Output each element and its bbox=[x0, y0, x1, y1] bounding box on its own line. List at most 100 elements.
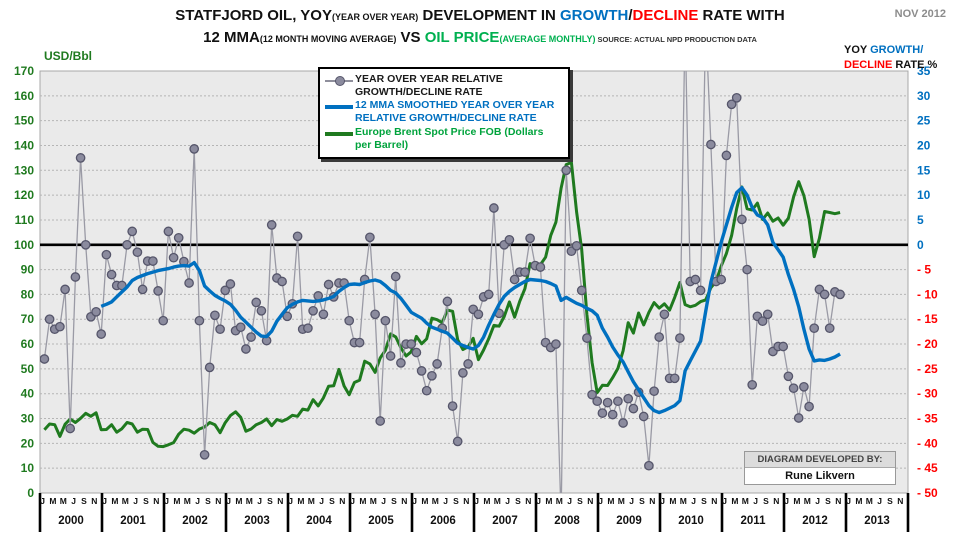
svg-text:2002: 2002 bbox=[182, 515, 208, 527]
svg-text:140: 140 bbox=[14, 138, 34, 152]
green-line-icon bbox=[325, 128, 355, 140]
svg-text:N: N bbox=[401, 496, 407, 506]
series-12mma bbox=[100, 185, 841, 415]
title-part: STATFJORD OIL, YOY bbox=[175, 7, 332, 24]
title-slash: / bbox=[628, 7, 633, 24]
right-axis-ticks: 35 30 25 20 15 10 5 0 - 5 - 10 - 15 - 20 - 25 - 30 - 3… bbox=[917, 64, 938, 500]
svg-text:J: J bbox=[660, 496, 665, 506]
svg-text:2007: 2007 bbox=[492, 515, 518, 527]
legend-label: Europe Brent Spot Price FOB (Dollars per… bbox=[355, 126, 543, 152]
svg-text:N: N bbox=[587, 496, 593, 506]
svg-text:110: 110 bbox=[15, 213, 35, 227]
svg-text:J: J bbox=[784, 496, 789, 506]
svg-text:J: J bbox=[629, 496, 634, 506]
svg-text:170: 170 bbox=[14, 64, 34, 78]
svg-text:2005: 2005 bbox=[368, 515, 394, 527]
svg-text:5: 5 bbox=[917, 213, 924, 227]
svg-text:2011: 2011 bbox=[741, 515, 767, 527]
svg-text:J: J bbox=[474, 496, 479, 506]
date-note: NOV 2012 bbox=[894, 8, 946, 20]
gray-dot-line-icon bbox=[325, 75, 355, 87]
svg-text:M: M bbox=[742, 496, 749, 506]
left-axis-title: USD/Bbl bbox=[44, 49, 92, 63]
svg-text:N: N bbox=[153, 496, 159, 506]
svg-text:M: M bbox=[308, 496, 315, 506]
svg-text:M: M bbox=[246, 496, 253, 506]
svg-text:- 50: - 50 bbox=[917, 486, 938, 500]
svg-text:40: 40 bbox=[21, 387, 35, 401]
title-part: 12 MMA bbox=[203, 29, 260, 47]
svg-text:2006: 2006 bbox=[430, 515, 456, 527]
svg-text:2013: 2013 bbox=[864, 515, 890, 527]
svg-text:M: M bbox=[731, 496, 738, 506]
legend-label-line1: Europe Brent Spot Price FOB (Dollars bbox=[355, 125, 544, 138]
svg-text:120: 120 bbox=[14, 188, 34, 202]
svg-text:J: J bbox=[257, 496, 262, 506]
svg-text:J: J bbox=[536, 496, 541, 506]
svg-text:2004: 2004 bbox=[306, 515, 332, 527]
legend-label-line1: 12 MMA SMOOTHED YEAR OVER YEAR bbox=[355, 99, 555, 112]
svg-text:- 25: - 25 bbox=[917, 362, 938, 376]
svg-text:S: S bbox=[391, 496, 397, 506]
svg-text:J: J bbox=[71, 496, 76, 506]
svg-text:J: J bbox=[567, 496, 572, 506]
svg-text:M: M bbox=[618, 496, 625, 506]
svg-text:30: 30 bbox=[917, 89, 931, 103]
blue-line-icon bbox=[325, 101, 355, 113]
svg-text:M: M bbox=[669, 496, 676, 506]
credit-name: Rune Likvern bbox=[745, 468, 895, 484]
svg-text:2009: 2009 bbox=[616, 515, 642, 527]
svg-text:N: N bbox=[773, 496, 779, 506]
svg-text:S: S bbox=[143, 496, 149, 506]
svg-text:N: N bbox=[897, 496, 903, 506]
title-line-2: 12 MMA(12 MONTH MOVING AVERAGE) VS OIL P… bbox=[118, 27, 842, 49]
chart-legend: YEAR OVER YEAR RELATIVE GROWTH/DECLINE R… bbox=[318, 67, 570, 159]
svg-text:S: S bbox=[639, 496, 645, 506]
right-axis-label-growth: GROWTH/ bbox=[870, 44, 924, 56]
svg-text:130: 130 bbox=[14, 163, 34, 177]
svg-text:S: S bbox=[825, 496, 831, 506]
svg-text:M: M bbox=[680, 496, 687, 506]
svg-text:S: S bbox=[81, 496, 87, 506]
svg-text:J: J bbox=[102, 496, 107, 506]
legend-label-line2: GROWTH/DECLINE RATE bbox=[355, 86, 483, 99]
svg-text:20: 20 bbox=[917, 138, 931, 152]
svg-text:2010: 2010 bbox=[678, 515, 704, 527]
svg-text:M: M bbox=[49, 496, 56, 506]
svg-text:N: N bbox=[91, 496, 97, 506]
left-axis-ticks: 0 10 20 30 40 50 60 70 80 90 100 110 120 130 140 150 160… bbox=[14, 64, 34, 500]
svg-text:- 40: - 40 bbox=[917, 436, 938, 450]
svg-text:M: M bbox=[545, 496, 552, 506]
svg-text:S: S bbox=[515, 496, 521, 506]
svg-text:J: J bbox=[226, 496, 231, 506]
svg-text:2012: 2012 bbox=[802, 515, 828, 527]
svg-text:0: 0 bbox=[917, 238, 924, 252]
svg-text:M: M bbox=[483, 496, 490, 506]
svg-text:S: S bbox=[329, 496, 335, 506]
title-growth-word: GROWTH bbox=[560, 7, 629, 24]
legend-label-line2: RELATIVE GROWTH/DECLINE RATE bbox=[355, 112, 537, 125]
legend-item-yoy: YEAR OVER YEAR RELATIVE GROWTH/DECLINE R… bbox=[325, 73, 563, 99]
svg-text:S: S bbox=[701, 496, 707, 506]
svg-text:M: M bbox=[122, 496, 129, 506]
svg-text:80: 80 bbox=[21, 287, 35, 301]
svg-text:M: M bbox=[370, 496, 377, 506]
title-line-1: STATFJORD OIL, YOY(YEAR OVER YEAR) DEVEL… bbox=[118, 5, 842, 27]
svg-text:J: J bbox=[505, 496, 510, 506]
title-oil-price-word: OIL PRICE bbox=[424, 29, 500, 47]
svg-text:N: N bbox=[339, 496, 345, 506]
svg-text:M: M bbox=[173, 496, 180, 506]
svg-text:N: N bbox=[649, 496, 655, 506]
legend-label: YEAR OVER YEAR RELATIVE GROWTH/DECLINE R… bbox=[355, 73, 503, 99]
svg-text:S: S bbox=[887, 496, 893, 506]
svg-text:160: 160 bbox=[14, 89, 34, 103]
svg-text:J: J bbox=[350, 496, 355, 506]
title-part: DEVELOPMENT IN bbox=[418, 7, 560, 24]
svg-text:- 10: - 10 bbox=[917, 287, 938, 301]
credit-label: DIAGRAM DEVELOPED BY: bbox=[745, 452, 895, 468]
legend-item-brent: Europe Brent Spot Price FOB (Dollars per… bbox=[325, 126, 563, 152]
svg-text:M: M bbox=[607, 496, 614, 506]
svg-text:J: J bbox=[164, 496, 169, 506]
